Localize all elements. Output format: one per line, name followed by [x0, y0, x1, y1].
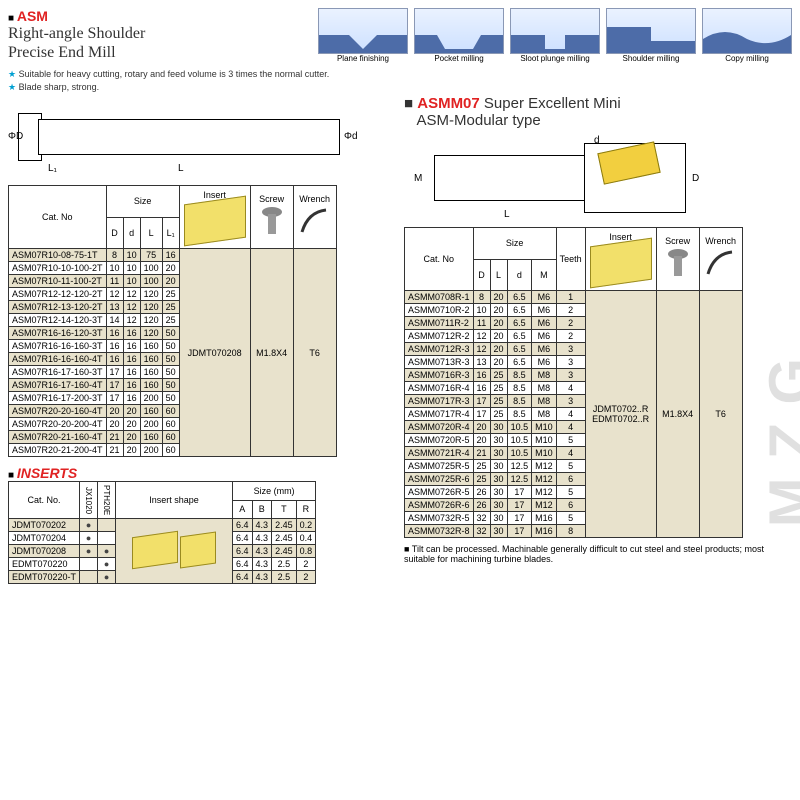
inserts-table: Cat. No. JX1020 PTH20E Insert shape Size… [8, 481, 316, 584]
feature-line-1: ★ Suitable for heavy cutting, rotary and… [8, 69, 792, 80]
right-title: ■ ASMM07 Super Excellent Mini ASM-Modula… [404, 95, 792, 129]
col-cat: Cat. No [9, 186, 107, 249]
screw-icon [661, 246, 695, 280]
insert-icon [590, 238, 652, 289]
icon-copy-milling: Copy milling [702, 8, 792, 63]
screw-icon [255, 204, 289, 238]
wrench-icon [298, 204, 332, 238]
table-row: ASMM0708R-18206.5M61JDMT0702..REDMT0702.… [405, 291, 743, 304]
inserts-section: INSERTS [8, 465, 396, 481]
icon-shoulder-milling: Shoulder milling [606, 8, 696, 63]
icon-slot-plunge: Sloot plunge milling [510, 8, 600, 63]
icon-plane-finishing: Plane finishing [318, 8, 408, 63]
page-title: Right-angle Shoulder Precise End Mill [8, 24, 145, 62]
footnote: Tilt can be processed. Machinable genera… [404, 544, 792, 564]
bullet-icon: ■ ASM [8, 8, 145, 24]
table-row: ASM07R10-08-75-1T8107516JDMT070208M1.8X4… [9, 249, 337, 262]
right-tech-drawing: M d D L [404, 133, 792, 223]
wrench-icon [704, 246, 738, 280]
right-spec-table: Cat. No Size Teeth Insert Screw Wrench D… [404, 227, 743, 538]
capability-icons: Plane finishing Pocket milling Sloot plu… [318, 8, 792, 63]
insert-icon [184, 196, 246, 247]
table-row: JDMT070202● 6.44.32.450.2 [9, 519, 316, 532]
left-tech-drawing: ΦD L₁ L Φd [8, 101, 396, 181]
icon-pocket-milling: Pocket milling [414, 8, 504, 63]
left-spec-table: Cat. No Size Insert Screw Wrench D d L L… [8, 185, 337, 457]
asm-label: ASM [17, 8, 48, 24]
feature-line-2: ★ Blade sharp, strong. [8, 82, 792, 93]
